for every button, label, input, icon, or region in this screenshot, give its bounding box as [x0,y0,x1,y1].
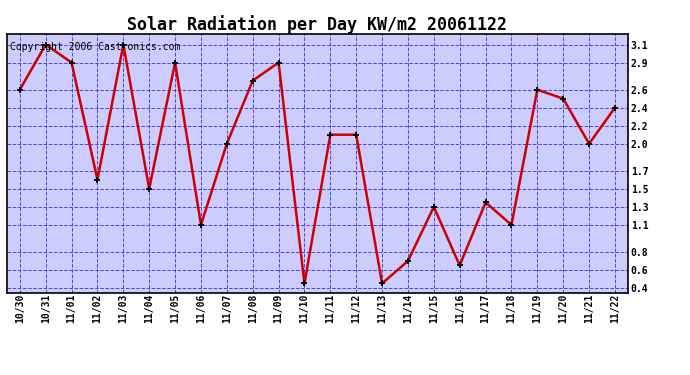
Title: Solar Radiation per Day KW/m2 20061122: Solar Radiation per Day KW/m2 20061122 [128,15,507,34]
Text: Copyright 2006 Castronics.com: Copyright 2006 Castronics.com [10,42,180,51]
